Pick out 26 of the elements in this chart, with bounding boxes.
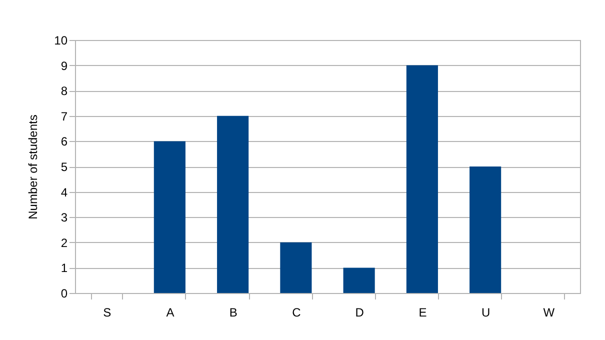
y-tick-label: 4	[60, 185, 68, 200]
y-tick-label: 8	[60, 84, 68, 98]
bar	[343, 268, 375, 293]
x-tick-label: U	[481, 306, 490, 320]
x-tick-label: D	[355, 306, 364, 320]
x-tick-label: A	[166, 306, 174, 320]
y-axis-title: Number of students	[26, 114, 40, 220]
x-tick-label: W	[543, 306, 556, 320]
y-tick-label: 5	[60, 160, 68, 174]
y-tick-label: 3	[60, 210, 68, 225]
x-tick-label: E	[418, 306, 427, 320]
y-tick-label: 9	[60, 58, 68, 73]
bar	[280, 242, 312, 293]
bar	[154, 141, 186, 293]
x-tick-label: C	[292, 306, 302, 320]
y-tick-label: 10	[54, 34, 68, 48]
y-tick-label: 6	[60, 134, 68, 149]
y-tick-label: 7	[60, 109, 68, 124]
bar	[217, 116, 249, 293]
x-tick-label: S	[103, 306, 112, 320]
bar	[406, 65, 438, 293]
x-tick-label: B	[229, 306, 238, 320]
y-tick-label: 1	[60, 261, 68, 276]
bar	[470, 166, 502, 293]
y-tick-label: 2	[60, 236, 68, 250]
y-tick-label: 0	[60, 286, 68, 300]
